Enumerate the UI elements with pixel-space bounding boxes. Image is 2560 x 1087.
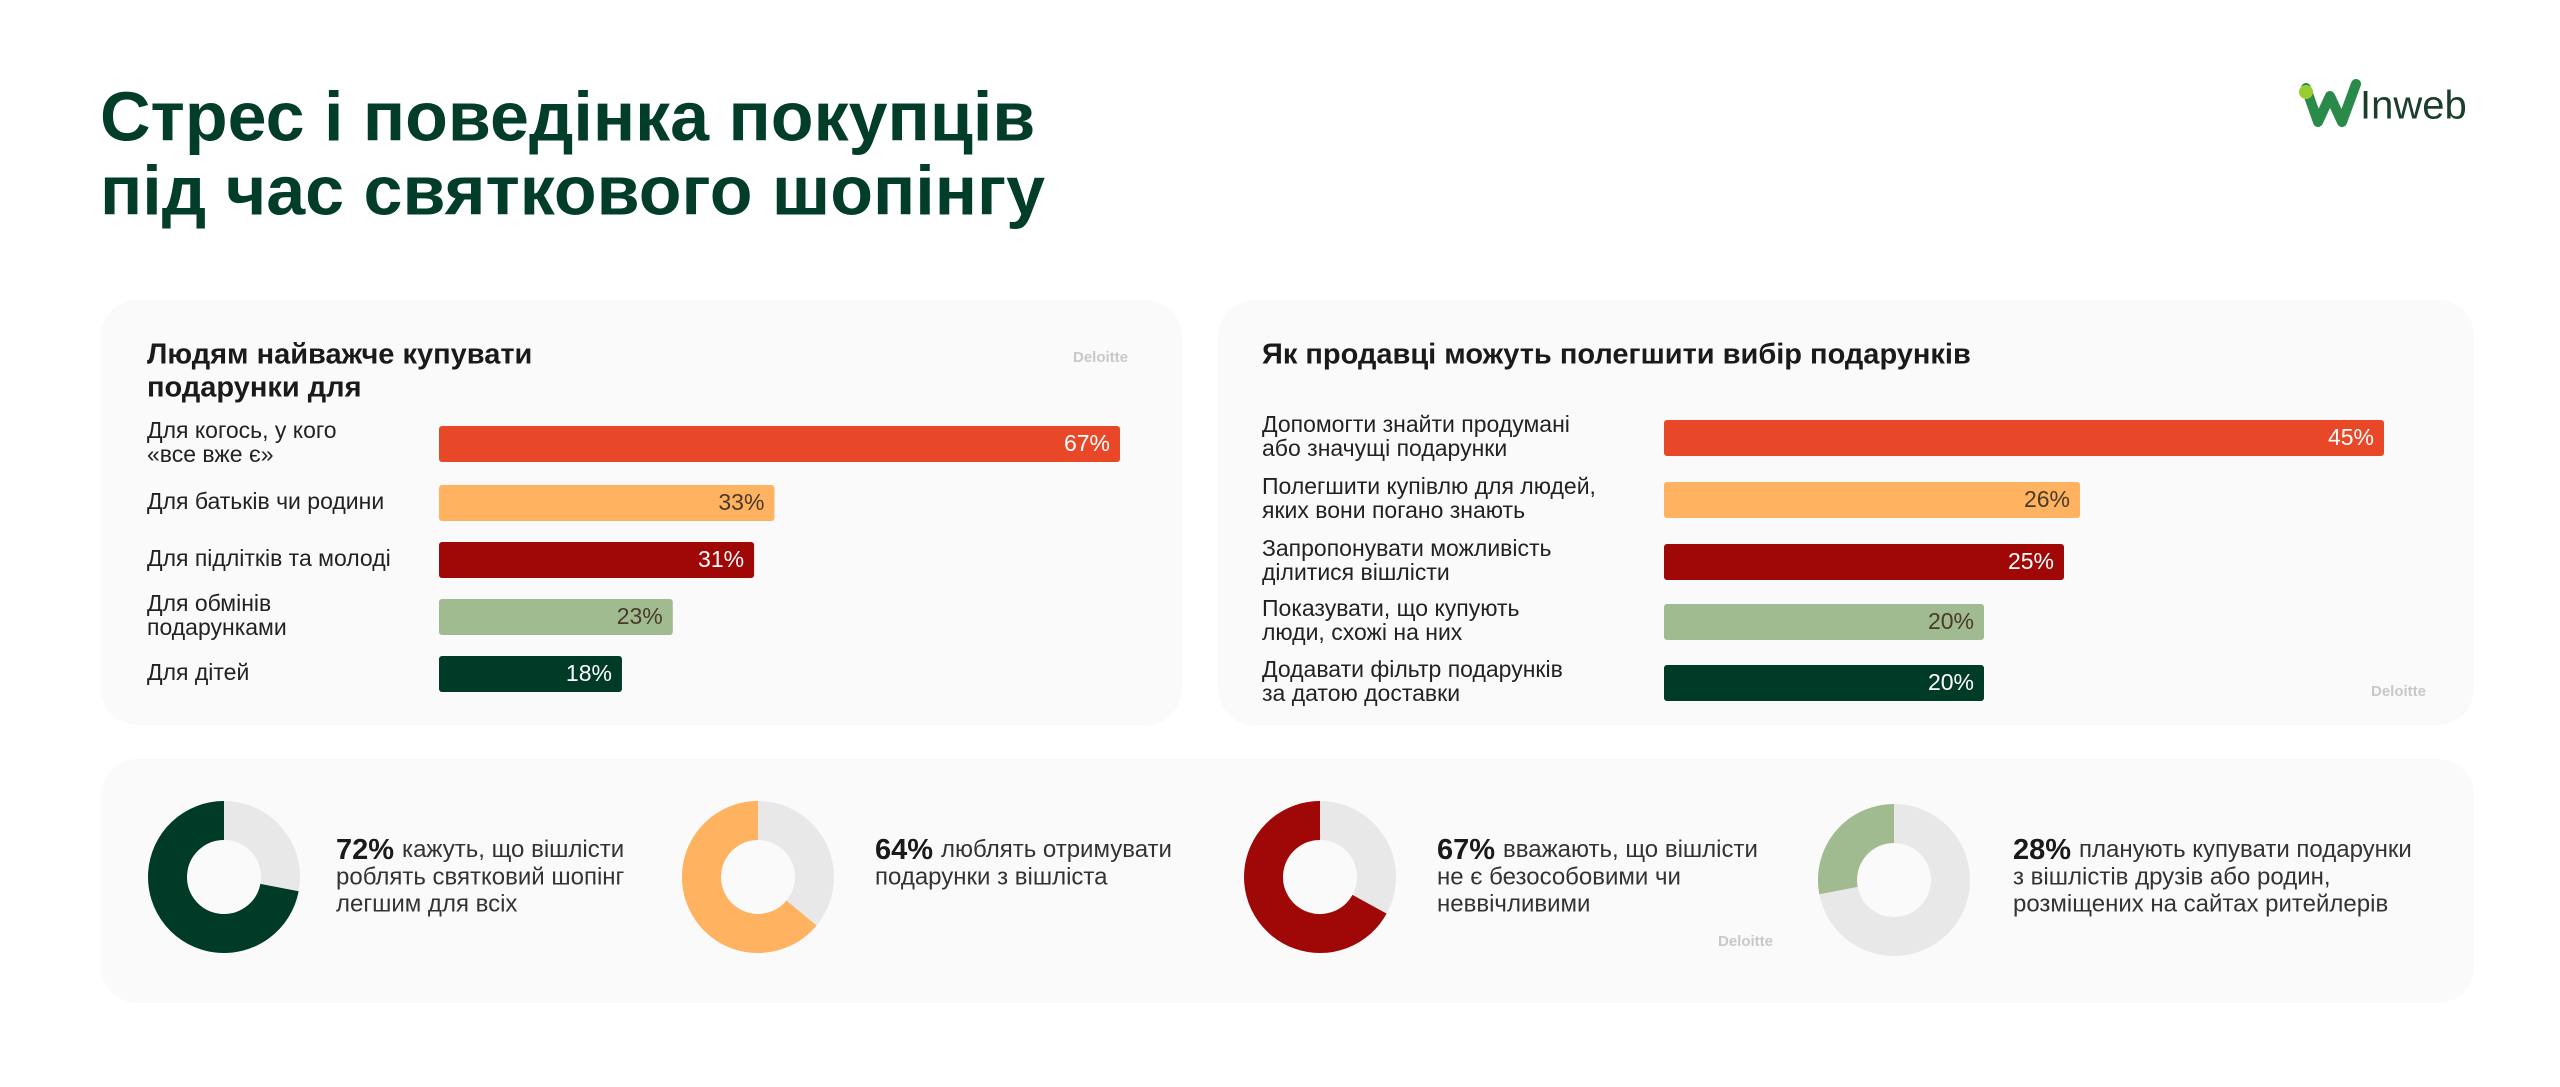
category-label: Для когось, у кого bbox=[147, 417, 337, 443]
category-label: яких вони погано знають bbox=[1262, 497, 1525, 523]
category-label: Для обмінів bbox=[147, 590, 271, 616]
source: Deloitte bbox=[1073, 349, 1128, 366]
bar bbox=[439, 426, 1120, 462]
value-label: 31% bbox=[698, 546, 744, 572]
value-label: 33% bbox=[718, 489, 764, 515]
value-label: 67% bbox=[1064, 430, 1110, 456]
logo-dot bbox=[2299, 85, 2313, 99]
caption: легшим для всіх bbox=[336, 890, 517, 917]
caption: 64% люблять отримувати bbox=[875, 834, 1172, 866]
value-label: 23% bbox=[617, 603, 663, 629]
bar bbox=[439, 656, 622, 692]
category-label: «все вже є» bbox=[147, 441, 274, 467]
panel-title: подарунки для bbox=[147, 372, 362, 404]
caption: з вішлістів друзів або родин, bbox=[2013, 863, 2331, 890]
category-label: люди, схожі на них bbox=[1262, 619, 1463, 645]
caption-text: вважають, що вішлісти bbox=[1503, 836, 1758, 863]
caption-text: планують купувати подарунки bbox=[2079, 836, 2412, 863]
bar bbox=[1664, 665, 1984, 701]
title-line: під час святкового шопінгу bbox=[100, 151, 1045, 229]
caption-text: кажуть, що вішлісти bbox=[402, 836, 624, 863]
value-label: 28% bbox=[2013, 834, 2071, 866]
logo-text: Inweb bbox=[2360, 84, 2467, 128]
bar bbox=[1664, 420, 2384, 456]
bar bbox=[1664, 544, 2064, 580]
category-label: Додавати фільтр подарунків bbox=[1262, 656, 1563, 682]
donut-segment bbox=[1244, 801, 1387, 953]
category-label: Для дітей bbox=[147, 659, 249, 685]
panel-title: Людям найважче купувати bbox=[147, 339, 532, 371]
caption: не є безособовими чи bbox=[1437, 863, 1681, 890]
value-label: 45% bbox=[2328, 424, 2374, 450]
caption: подарунки з вішліста bbox=[875, 863, 1108, 890]
category-label: подарунками bbox=[147, 614, 287, 640]
caption: роблять святковий шопінг bbox=[336, 863, 625, 890]
value-label: 20% bbox=[1928, 608, 1974, 634]
title-line: Стрес і поведінка покупців bbox=[100, 77, 1035, 155]
category-label: Полегшити купівлю для людей, bbox=[1262, 473, 1596, 499]
caption: неввічливими bbox=[1437, 890, 1590, 917]
category-label: за датою доставки bbox=[1262, 680, 1460, 706]
value-label: 67% bbox=[1437, 834, 1495, 866]
value-label: 25% bbox=[2008, 548, 2054, 574]
category-label: Для батьків чи родини bbox=[147, 488, 384, 514]
bar bbox=[439, 485, 775, 521]
bar bbox=[1664, 482, 2080, 518]
value-label: 64% bbox=[875, 834, 933, 866]
caption: 72% кажуть, що вішлісти bbox=[336, 834, 624, 866]
value-label: 72% bbox=[336, 834, 394, 866]
bar bbox=[439, 542, 755, 578]
logo: Inweb bbox=[2299, 79, 2467, 128]
bar bbox=[439, 599, 673, 635]
donut-segment bbox=[148, 801, 299, 953]
caption: 28% планують купувати подарунки bbox=[2013, 834, 2412, 866]
category-label: Для підлітків та молоді bbox=[147, 545, 391, 571]
caption: розміщених на сайтах ритейлерів bbox=[2013, 890, 2388, 917]
source: Deloitte bbox=[1718, 933, 1773, 950]
source: Deloitte bbox=[2371, 683, 2426, 700]
value-label: 26% bbox=[2024, 486, 2070, 512]
caption-text: люблять отримувати bbox=[941, 836, 1172, 863]
category-label: ділитися вішлісти bbox=[1262, 559, 1450, 585]
value-label: 18% bbox=[566, 660, 612, 686]
donut-segment bbox=[1818, 804, 1895, 895]
logo-icon bbox=[2301, 79, 2361, 127]
category-label: або значущі подарунки bbox=[1262, 435, 1507, 461]
donut-segment bbox=[682, 801, 817, 953]
panel-title: Як продавці можуть полегшити вибір подар… bbox=[1262, 339, 1971, 371]
bar bbox=[1664, 604, 1984, 640]
caption: 67% вважають, що вішлісти bbox=[1437, 834, 1758, 866]
value-label: 20% bbox=[1928, 669, 1974, 695]
category-label: Запропонувати можливість bbox=[1262, 535, 1552, 561]
category-label: Показувати, що купують bbox=[1262, 595, 1520, 621]
category-label: Допомогти знайти продумані bbox=[1262, 411, 1570, 437]
